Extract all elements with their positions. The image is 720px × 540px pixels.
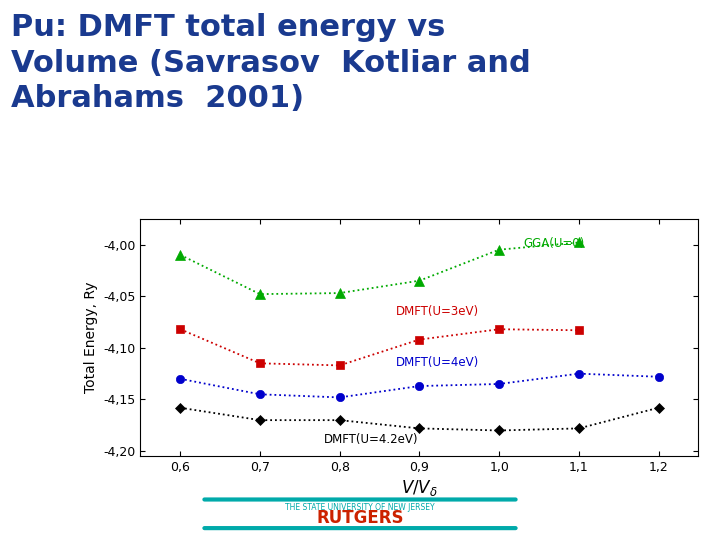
Text: THE STATE UNIVERSITY OF NEW JERSEY: THE STATE UNIVERSITY OF NEW JERSEY	[285, 503, 435, 512]
Text: DMFT(U=4eV): DMFT(U=4eV)	[395, 356, 479, 369]
Text: RUTGERS: RUTGERS	[316, 509, 404, 528]
Text: Volume (Savrasov  Kotliar and: Volume (Savrasov Kotliar and	[11, 49, 531, 78]
Y-axis label: Total Energy, Ry: Total Energy, Ry	[84, 282, 98, 393]
X-axis label: $V/V_{\delta}$: $V/V_{\delta}$	[401, 478, 438, 498]
Text: DMFT(U=4.2eV): DMFT(U=4.2eV)	[324, 433, 418, 446]
Text: Abrahams  2001): Abrahams 2001)	[11, 84, 304, 113]
Text: Pu: DMFT total energy vs: Pu: DMFT total energy vs	[11, 14, 445, 43]
Text: DMFT(U=3eV): DMFT(U=3eV)	[395, 305, 479, 318]
Text: GGA(U=0): GGA(U=0)	[523, 237, 584, 249]
